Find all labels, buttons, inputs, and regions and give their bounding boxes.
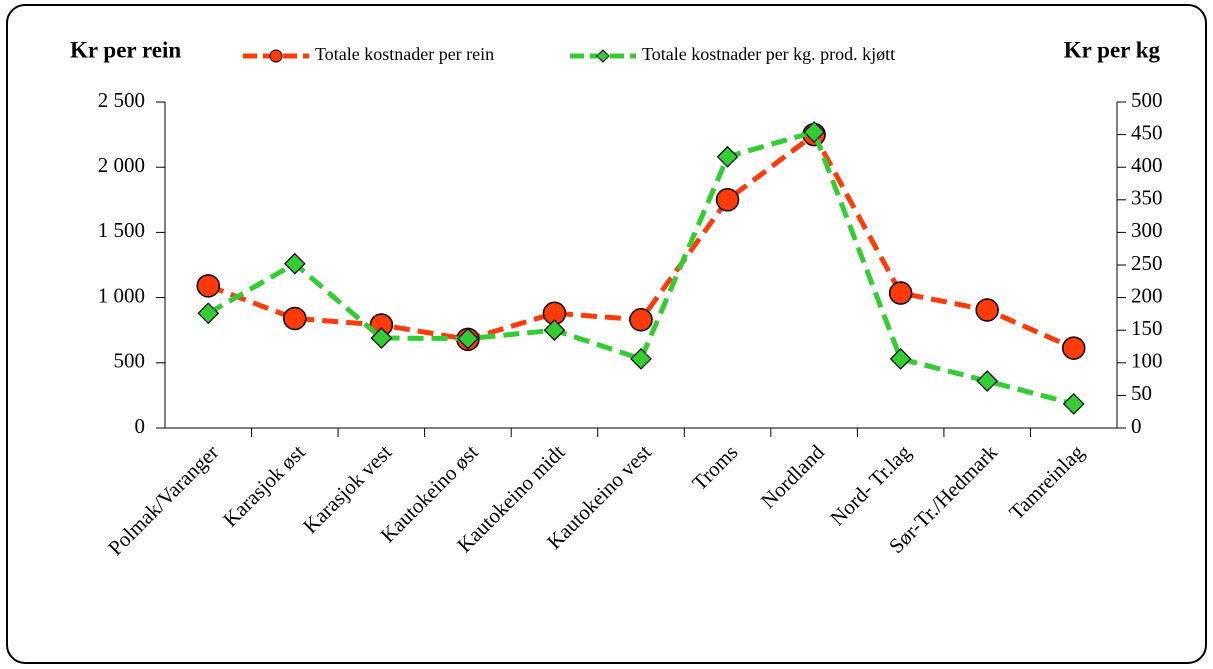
data-point — [629, 308, 653, 332]
data-point — [457, 327, 479, 350]
legend-label: Totale kostnader per kg. prod. kjøtt — [642, 44, 895, 64]
y2-tick-label: 0 — [1131, 414, 1142, 438]
y-tick-label: 0 — [135, 414, 146, 438]
data-point — [803, 121, 825, 143]
data-point — [975, 298, 999, 322]
y2-tick-label: 200 — [1131, 283, 1163, 307]
y2-tick-label: 450 — [1131, 120, 1163, 144]
y2-tick-label: 150 — [1131, 316, 1163, 340]
y2-tick-label: 350 — [1131, 186, 1163, 210]
chart-border — [6, 4, 1207, 664]
y2-tick-label: 250 — [1131, 251, 1163, 275]
y2-tick-label: 400 — [1131, 153, 1163, 177]
data-point — [1061, 336, 1086, 360]
data-point — [283, 306, 307, 331]
data-point — [197, 302, 220, 325]
y-axis-title: Kr per rein — [70, 37, 181, 62]
data-point — [715, 188, 740, 212]
data-point — [1062, 393, 1085, 415]
y2-axis-title: Kr per kg — [1064, 37, 1161, 62]
data-point — [888, 281, 913, 305]
y-tick-label: 1 000 — [98, 283, 145, 307]
y2-tick-label: 50 — [1131, 381, 1152, 405]
y-tick-label: 1 500 — [98, 218, 145, 242]
y2-tick-label: 100 — [1131, 349, 1163, 373]
series-line — [207, 128, 1075, 407]
data-point — [889, 348, 912, 370]
legend-marker — [596, 49, 610, 63]
data-point — [370, 327, 393, 349]
y-tick-label: 2 500 — [98, 88, 145, 112]
data-point — [630, 348, 652, 370]
data-point — [543, 319, 566, 342]
y-tick-label: 2 000 — [98, 153, 145, 177]
data-point — [716, 145, 739, 168]
data-point — [976, 370, 999, 392]
legend-marker — [269, 49, 283, 63]
data-point — [283, 252, 306, 275]
y2-tick-label: 500 — [1131, 88, 1163, 112]
legend-label: Totale kostnader per rein — [315, 44, 494, 64]
data-point — [196, 274, 221, 298]
y2-tick-label: 300 — [1131, 218, 1163, 242]
y-tick-label: 500 — [114, 349, 146, 373]
